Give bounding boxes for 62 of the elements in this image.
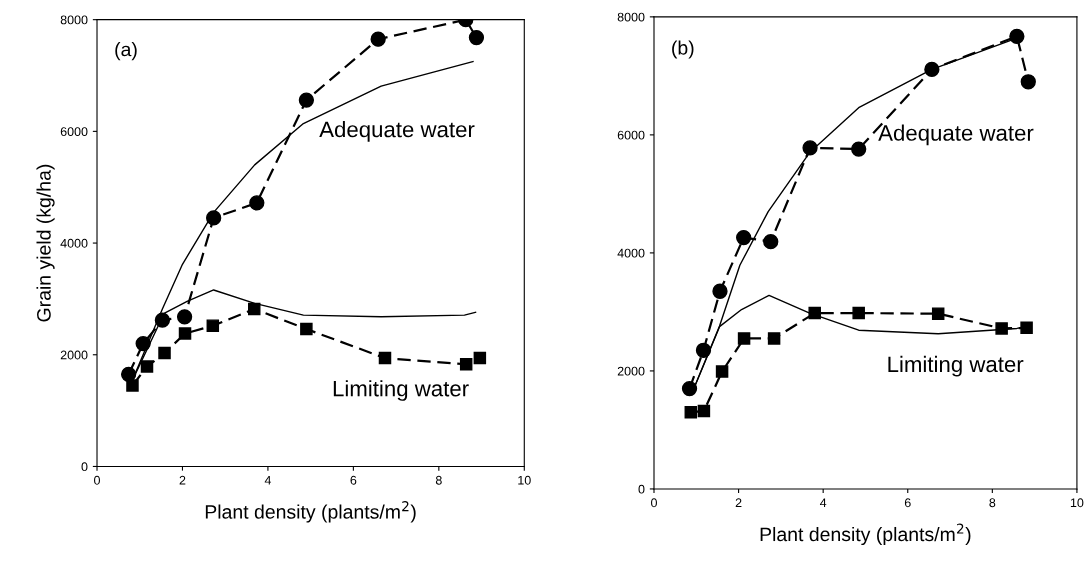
point [737,332,751,345]
point [931,307,945,320]
point [763,234,779,250]
point [684,405,698,419]
x-tick-label: 6 [350,475,357,485]
annotation: (a) [115,42,137,61]
annotation: Adequate water [319,121,475,142]
x-tick-label: 6 [904,498,911,508]
point [178,327,192,340]
point [695,342,712,358]
point [300,322,313,336]
point [126,379,139,392]
y-tick-label: 4000 [60,238,88,248]
y-tick-label: 8000 [617,12,645,22]
x-tick-label: 8 [435,475,442,485]
y-tick-label: 6000 [60,127,88,137]
x-tick-label: 10 [1070,498,1084,508]
x-tick-label: 8 [989,498,996,508]
y-tick-label: 2000 [617,366,645,376]
y-tick-label: 0 [638,484,645,494]
point [176,309,193,325]
point [468,29,485,46]
point [473,351,487,365]
x-axis-title: Plant density (plants/m$^{2}$) [205,501,416,523]
x-axis-title: Plant density (plants/m$^{2}$) [760,523,971,546]
point [249,195,265,211]
x-tick-label: 4 [264,475,272,485]
x-tick-label: 4 [819,498,827,508]
x-tick-label: 0 [94,475,100,485]
x-tick-label: 2 [179,475,186,485]
point [1020,321,1033,335]
x-tick-label: 2 [735,498,742,508]
point [1009,28,1025,44]
point [852,306,865,320]
y-tick-label: 2000 [60,350,88,360]
y-tick-label: 0 [81,462,88,472]
point [140,360,154,373]
point [206,319,220,332]
point [736,229,752,246]
y-tick-label: 8000 [60,15,88,25]
point [715,365,729,378]
x-tick-label: 0 [651,498,657,508]
point [298,92,315,108]
annotation: Limiting water [333,380,469,401]
point [1020,74,1036,90]
y-tick-label: 6000 [617,130,645,140]
point [378,351,392,365]
point [697,404,711,418]
x-tick-label: 10 [518,475,531,485]
annotation: (b) [672,40,694,59]
point [158,346,171,360]
annotation: Limiting water [888,355,1024,377]
point [767,332,781,345]
point [459,358,473,371]
point [712,283,728,299]
annotation: Adequate water [878,124,1034,146]
y-axis-title: Grain yield (kg/ha) [36,164,55,322]
y-tick-label: 4000 [617,248,645,258]
point [995,322,1008,335]
point [681,380,698,397]
point [851,141,867,157]
point [370,31,386,47]
